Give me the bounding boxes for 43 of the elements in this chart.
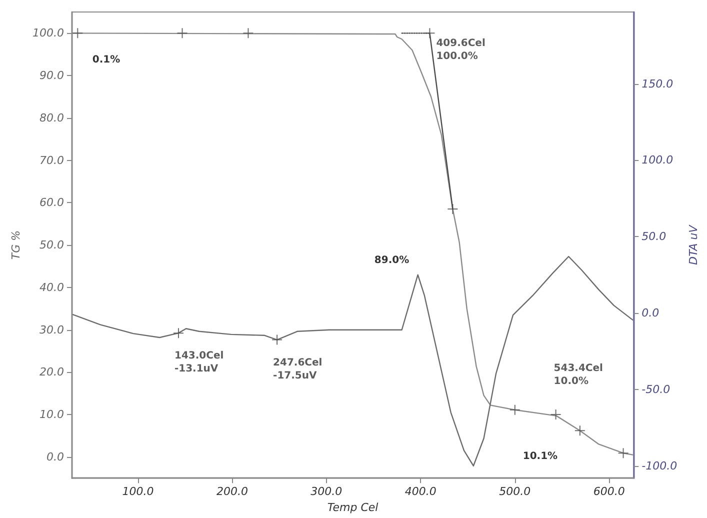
point <box>72 28 84 39</box>
y2-axis-title: DTA uV <box>687 224 700 265</box>
x-axis-title: Temp Cel <box>327 501 378 514</box>
point <box>574 425 586 436</box>
y-tick-label: 70.0 <box>40 154 64 167</box>
y-tick-label: 50.0 <box>40 238 64 252</box>
point <box>447 204 458 215</box>
point <box>176 28 188 39</box>
y2-tick-label: 0.0 <box>642 306 660 320</box>
point <box>424 28 436 39</box>
y-tick-label: 60.0 <box>40 196 64 210</box>
point <box>509 404 520 416</box>
y-tick-label: 20.0 <box>40 366 64 379</box>
y2-tick-label: 100.0 <box>642 154 674 167</box>
point <box>618 448 629 459</box>
y2-tick-label: -100.0 <box>642 459 678 472</box>
annotation: 0.1% <box>92 54 120 66</box>
x-tick-label: 500.0 <box>499 485 531 498</box>
y-tick-label: 100.0 <box>32 26 64 40</box>
x-tick-label: 400.0 <box>404 485 436 498</box>
y2-tick-label: -50.0 <box>642 382 670 396</box>
data-label: 247.6Cel -17.5uV <box>273 357 322 382</box>
y-tick-label: 10.0 <box>40 408 64 422</box>
point <box>550 409 562 420</box>
line-series <box>72 256 634 466</box>
point <box>242 28 254 39</box>
data-label: 543.4Cel 10.0% <box>554 363 603 388</box>
y-tick-label: 30.0 <box>40 323 64 336</box>
x-tick-label: 100.0 <box>122 485 154 498</box>
y-tick-label: 0.0 <box>46 450 64 464</box>
y2-tick-label: 150.0 <box>642 77 674 90</box>
y-tick-label: 80.0 <box>40 111 64 124</box>
x-tick-label: 300.0 <box>310 485 342 498</box>
x-tick-label: 600.0 <box>593 485 625 498</box>
annotation: 10.1% <box>522 451 558 462</box>
x-tick-label: 200.0 <box>216 485 248 498</box>
y-axis-title: TG % <box>10 230 23 260</box>
annotation: 89.0% <box>374 255 410 266</box>
y2-tick-label: 50.0 <box>642 230 666 244</box>
data-label: 409.6Cel 100.0% <box>436 38 486 62</box>
y-tick-label: 90.0 <box>40 69 64 82</box>
y-tick-label: 40.0 <box>40 280 64 294</box>
data-label: 143.0Cel -13.1uV <box>174 350 224 375</box>
